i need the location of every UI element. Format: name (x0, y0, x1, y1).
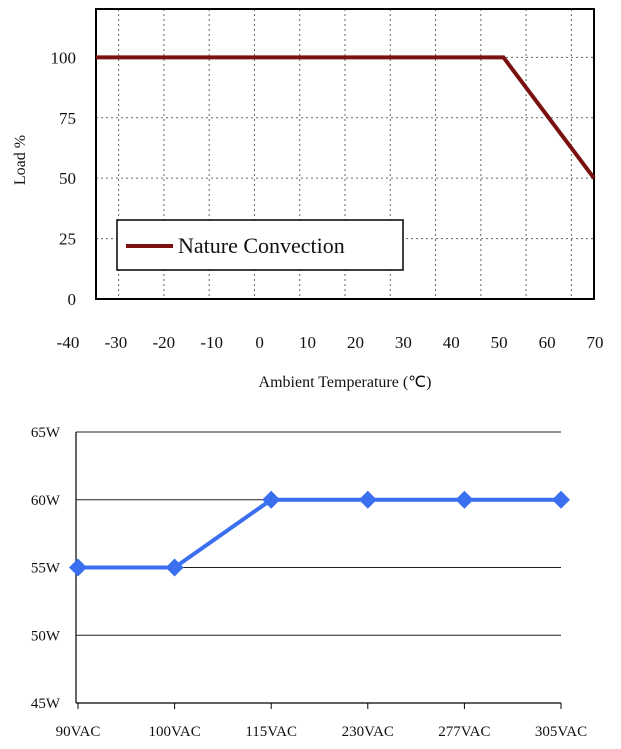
data-point-diamond (165, 558, 184, 577)
data-point-diamond (455, 490, 474, 509)
power-series-line (78, 497, 561, 570)
y-tick-label: 60W (31, 493, 61, 509)
power-series-points (69, 490, 570, 577)
x-tick-label: 50 (491, 333, 508, 352)
y-tick-label: 50 (59, 169, 76, 188)
x-tick-label: 115VAC (245, 724, 297, 740)
y-tick-label: 100 (51, 48, 77, 67)
x-tick-label: 20 (347, 333, 364, 352)
x-tick-label: -10 (200, 333, 223, 352)
x-tick-label: 0 (255, 333, 264, 352)
x-tick-label: 40 (443, 333, 460, 352)
derating-plot-frame (95, 8, 595, 300)
data-point-diamond (69, 558, 87, 577)
legend-label-nature-convection: Nature Convection (178, 233, 345, 258)
derating-x-ticks: -40 -30 -20 -10 0 10 20 30 40 50 60 70 (57, 333, 604, 352)
y-tick-label: 25 (59, 230, 76, 249)
x-tick-label: 100VAC (148, 724, 200, 740)
x-tick-label: -30 (105, 333, 128, 352)
x-tick-label: 60 (539, 333, 556, 352)
y-tick-label: 75 (59, 109, 76, 128)
derating-chart: 100 75 50 25 0 -40 -30 -20 -10 0 10 20 30 40 50 60 70 N… (12, 8, 604, 391)
y-axis-label: Load % (12, 135, 29, 185)
legend: Nature Convection (116, 219, 404, 271)
data-point-diamond (552, 490, 570, 509)
power-x-ticks: 90VAC 100VAC 115VAC 230VAC 277VAC 305VAC (56, 703, 587, 740)
power-y-ticks: 65W 60W 55W 50W 45W (31, 425, 61, 712)
x-tick-label: 70 (587, 333, 604, 352)
x-tick-label: 277VAC (438, 724, 490, 740)
series-line-nature-convection (96, 55, 596, 180)
data-point-diamond (262, 490, 281, 509)
y-tick-label: 55W (31, 561, 61, 577)
y-tick-label: 0 (68, 290, 77, 309)
x-tick-label: 30 (395, 333, 412, 352)
x-tick-label: 305VAC (535, 724, 587, 740)
y-tick-label: 50W (31, 628, 61, 644)
x-tick-label: 230VAC (342, 724, 394, 740)
derating-y-ticks: 100 75 50 25 0 (51, 48, 77, 309)
y-tick-label: 45W (31, 696, 61, 712)
x-tick-label: -20 (152, 333, 175, 352)
x-tick-label: -40 (57, 333, 80, 352)
y-tick-label: 65W (31, 425, 61, 441)
data-point-diamond (358, 490, 377, 509)
x-axis-label: Ambient Temperature (℃) (259, 374, 432, 391)
x-tick-label: 10 (299, 333, 316, 352)
power-grid (76, 431, 561, 636)
x-tick-label: 90VAC (56, 724, 101, 740)
